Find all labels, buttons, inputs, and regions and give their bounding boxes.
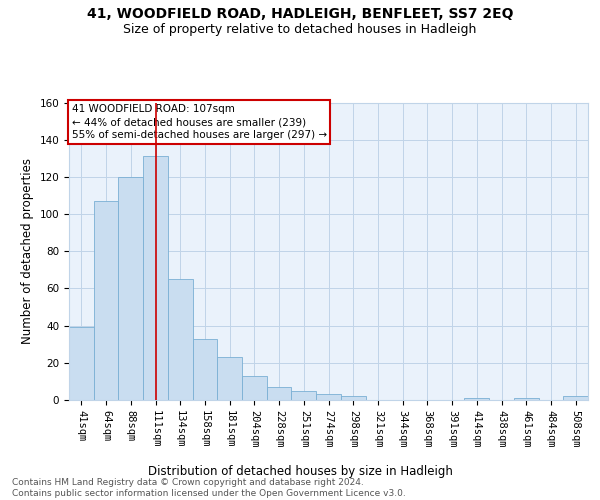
Text: 41 WOODFIELD ROAD: 107sqm
← 44% of detached houses are smaller (239)
55% of semi: 41 WOODFIELD ROAD: 107sqm ← 44% of detac… <box>71 104 327 141</box>
Bar <box>168 279 193 400</box>
Text: 41, WOODFIELD ROAD, HADLEIGH, BENFLEET, SS7 2EQ: 41, WOODFIELD ROAD, HADLEIGH, BENFLEET, … <box>87 8 513 22</box>
Bar <box>514 398 539 400</box>
Text: Distribution of detached houses by size in Hadleigh: Distribution of detached houses by size … <box>148 464 452 477</box>
Bar <box>94 201 118 400</box>
Bar <box>316 394 341 400</box>
Bar <box>143 156 168 400</box>
Bar <box>267 387 292 400</box>
Bar <box>341 396 365 400</box>
Bar <box>464 398 489 400</box>
Text: Size of property relative to detached houses in Hadleigh: Size of property relative to detached ho… <box>124 22 476 36</box>
Bar <box>69 328 94 400</box>
Bar <box>242 376 267 400</box>
Bar <box>193 338 217 400</box>
Y-axis label: Number of detached properties: Number of detached properties <box>21 158 34 344</box>
Bar <box>563 396 588 400</box>
Bar <box>292 390 316 400</box>
Text: Contains HM Land Registry data © Crown copyright and database right 2024.
Contai: Contains HM Land Registry data © Crown c… <box>12 478 406 498</box>
Bar <box>217 357 242 400</box>
Bar <box>118 177 143 400</box>
